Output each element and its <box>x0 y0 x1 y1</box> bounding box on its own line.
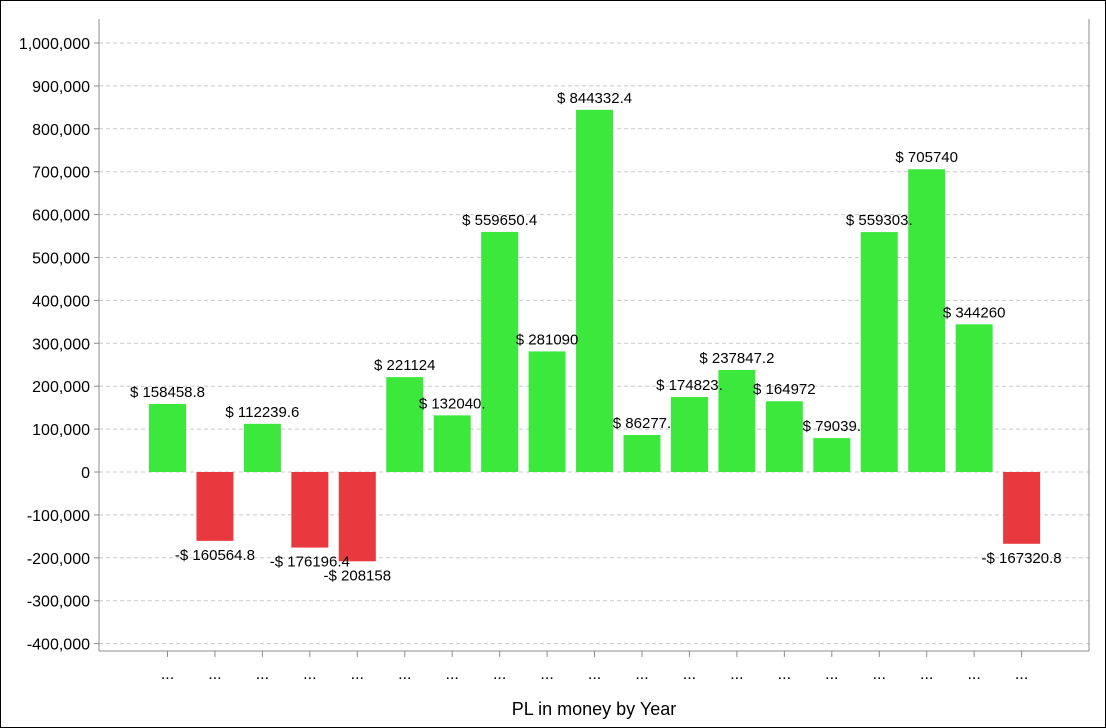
bar <box>860 232 898 472</box>
y-tick-label: 400,000 <box>32 293 90 310</box>
x-tick-label: ... <box>635 666 648 683</box>
data-label: $ 164972 <box>753 381 816 398</box>
x-tick-label: ... <box>303 666 316 683</box>
bar <box>1003 472 1041 544</box>
y-tick-label: 200,000 <box>32 379 90 396</box>
data-label: -$ 160564.8 <box>175 547 255 564</box>
y-tick-label: -100,000 <box>27 508 90 525</box>
x-tick-label: ... <box>873 666 886 683</box>
data-label: $ 844332.4 <box>557 90 632 107</box>
y-tick-label: 600,000 <box>32 208 90 225</box>
bar <box>149 404 186 472</box>
x-tick-label: ... <box>825 666 838 683</box>
y-tick-label: -200,000 <box>27 551 90 568</box>
data-label: $ 344260 <box>943 304 1006 321</box>
x-tick-label: ... <box>1015 666 1028 683</box>
x-axis: ........................................… <box>99 650 1089 683</box>
bar <box>670 397 708 472</box>
x-tick-label: ... <box>588 666 601 683</box>
bars <box>149 109 1041 562</box>
data-label: $ 559650.4 <box>462 212 537 229</box>
bar <box>433 415 471 472</box>
bar <box>576 109 614 472</box>
y-tick-label: 1,000,000 <box>19 36 90 53</box>
y-tick-label: 800,000 <box>32 122 90 139</box>
bar <box>908 169 946 472</box>
bar <box>765 401 803 472</box>
x-tick-label: ... <box>730 666 743 683</box>
bar <box>623 434 661 472</box>
y-tick-label: 0 <box>81 465 90 482</box>
data-label: $ 705740 <box>895 149 958 166</box>
data-label: $ 79039. <box>803 418 861 435</box>
y-axis: 1,000,000 900,000 800,000 700,000 600,000 500… <box>19 19 1090 654</box>
y-tick-label: 700,000 <box>32 165 90 182</box>
x-tick-label: ... <box>493 666 506 683</box>
x-tick-label: ... <box>446 666 459 683</box>
bar <box>291 472 329 548</box>
data-label: -$ 176196.4 <box>270 554 350 571</box>
x-tick-label: ... <box>920 666 933 683</box>
data-label: $ 174823. <box>656 377 723 394</box>
y-tick-label: 500,000 <box>32 251 90 268</box>
x-tick-label: ... <box>208 666 221 683</box>
bar <box>718 369 756 472</box>
y-tick-label: 100,000 <box>32 422 90 439</box>
x-tick-label: ... <box>398 666 411 683</box>
y-tick-label: 300,000 <box>32 336 90 353</box>
x-tick-label: ... <box>540 666 553 683</box>
bar <box>196 472 234 541</box>
data-label: $ 281090 <box>516 331 579 348</box>
data-label: -$ 208158 <box>324 567 392 584</box>
bar <box>386 377 424 472</box>
y-tick-label: -400,000 <box>27 637 90 654</box>
bar <box>481 231 519 472</box>
data-label: $ 86277. <box>613 415 671 432</box>
data-label: $ 158458.8 <box>130 384 205 401</box>
data-label: $ 237847.2 <box>699 350 774 367</box>
data-labels: $ 158458.8 -$ 160564.8 $ 112239.6 -$ 176196… <box>130 90 1062 585</box>
bar <box>243 423 281 472</box>
x-tick-label: ... <box>351 666 364 683</box>
bar <box>528 351 566 472</box>
x-tick-label: ... <box>161 666 174 683</box>
data-label: -$ 167320.8 <box>982 550 1062 567</box>
bar <box>338 472 376 562</box>
x-tick-label: ... <box>967 666 980 683</box>
data-label: $ 112239.6 <box>225 404 299 421</box>
data-label: $ 221124 <box>374 357 435 374</box>
bar <box>813 438 851 472</box>
x-axis-label: PL in money by Year <box>512 699 676 719</box>
data-label: $ 559303. <box>846 212 913 229</box>
x-tick-label: ... <box>778 666 791 683</box>
y-tick-label: -300,000 <box>27 594 90 611</box>
x-tick-label: ... <box>256 666 269 683</box>
bar <box>955 324 993 472</box>
x-tick-label: ... <box>683 666 696 683</box>
data-label: $ 132040. <box>419 395 486 412</box>
y-tick-label: 900,000 <box>32 79 90 96</box>
